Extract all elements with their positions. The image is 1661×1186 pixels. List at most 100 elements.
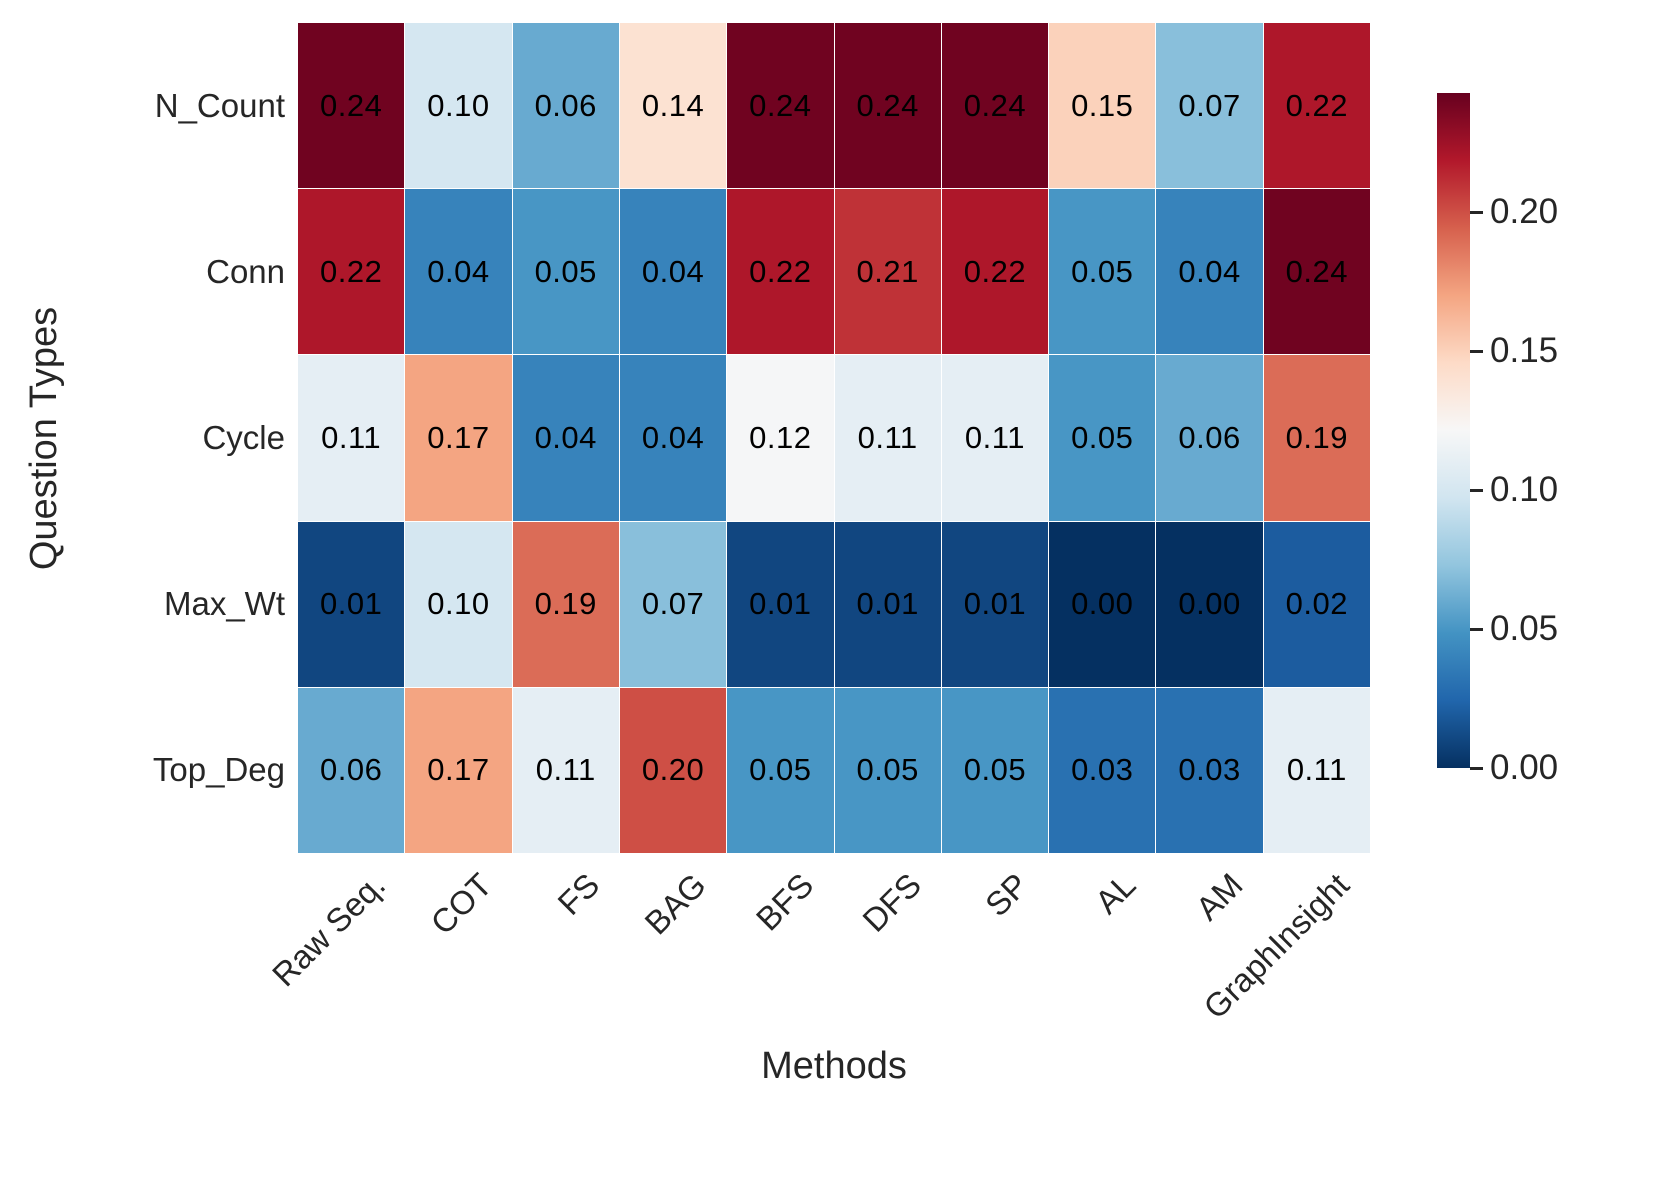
heatmap-cell: 0.06 — [298, 687, 405, 853]
y-tick-labels: N_Count Conn Cycle Max_Wt Top_Deg — [0, 23, 285, 853]
heatmap-cell: 0.24 — [941, 23, 1049, 189]
heatmap-cell-value: 0.19 — [1285, 419, 1349, 455]
heatmap-cell-value: 0.22 — [963, 253, 1027, 289]
heatmap-cell: 0.22 — [1263, 23, 1370, 189]
heatmap-cell-value: 0.04 — [1178, 253, 1241, 289]
heatmap-cell: 0.07 — [619, 521, 727, 687]
heatmap-cell: 0.04 — [512, 355, 619, 521]
heatmap-cell-value: 0.11 — [535, 752, 596, 788]
heatmap-cell-value: 0.19 — [534, 586, 597, 622]
heatmap-cell-value: 0.01 — [856, 586, 919, 622]
heatmap-grid: 0.24 0.10 0.06 0.14 0.24 0.24 0.24 0.15 0.07 0.22… — [298, 23, 1370, 853]
heatmap-cell-value: 0.02 — [1285, 586, 1349, 622]
heatmap-cell: 0.07 — [1156, 23, 1263, 189]
heatmap-cell: 0.11 — [298, 355, 405, 521]
heatmap-cell: 0.10 — [405, 23, 512, 189]
heatmap-cell: 0.20 — [619, 687, 727, 853]
heatmap-cell-value: 0.21 — [856, 253, 919, 289]
heatmap-cell-value: 0.12 — [749, 419, 812, 455]
heatmap-cell: 0.24 — [1263, 189, 1370, 355]
heatmap-cell: 0.24 — [298, 23, 405, 189]
heatmap-cell-value: 0.24 — [319, 87, 383, 123]
heatmap-cell-value: 0.17 — [427, 752, 490, 788]
heatmap-cell: 0.10 — [405, 521, 512, 687]
heatmap-cell: 0.24 — [727, 23, 834, 189]
heatmap-cell: 0.22 — [727, 189, 834, 355]
colorbar-tick-mark — [1470, 210, 1483, 214]
heatmap-cell-value: 0.07 — [641, 586, 705, 622]
heatmap-cell-value: 0.03 — [1071, 752, 1134, 788]
heatmap-cell: 0.06 — [512, 23, 619, 189]
heatmap-cell-value: 0.06 — [319, 752, 383, 788]
heatmap-cell: 0.19 — [512, 521, 619, 687]
heatmap-cell: 0.12 — [727, 355, 834, 521]
heatmap-cell-value: 0.20 — [641, 752, 705, 788]
heatmap-cell-value: 0.05 — [963, 752, 1027, 788]
heatmap-cell: 0.01 — [834, 521, 941, 687]
heatmap-cell-value: 0.22 — [1285, 87, 1349, 123]
x-tick-label: Raw Seq. — [264, 866, 392, 994]
y-tick-label: Conn — [206, 253, 285, 290]
heatmap-cell-value: 0.11 — [1286, 752, 1347, 788]
heatmap-cell-value: 0.24 — [856, 87, 919, 123]
colorbar-tick-mark — [1470, 766, 1483, 770]
heatmap-cell: 0.05 — [727, 687, 834, 853]
heatmap-cell-value: 0.11 — [321, 419, 382, 455]
heatmap-cell: 0.04 — [619, 355, 727, 521]
colorbar-tick-mark — [1470, 349, 1483, 353]
heatmap-cell-value: 0.01 — [963, 586, 1027, 622]
heatmap-cell: 0.24 — [834, 23, 941, 189]
heatmap-cell: 0.00 — [1049, 521, 1156, 687]
heatmap-cell-value: 0.04 — [641, 419, 705, 455]
heatmap-cell-value: 0.05 — [1071, 253, 1134, 289]
x-tick-label: BAG — [637, 866, 714, 942]
heatmap-cell-value: 0.11 — [857, 419, 918, 455]
y-tick-label: N_Count — [154, 87, 285, 124]
colorbar — [1437, 93, 1470, 768]
heatmap-cell-value: 0.05 — [534, 253, 597, 289]
heatmap-cell-value: 0.00 — [1071, 586, 1134, 622]
heatmap-cell: 0.17 — [405, 355, 512, 521]
heatmap-cell: 0.15 — [1049, 23, 1156, 189]
colorbar-tick-label: 0.00 — [1490, 748, 1559, 787]
colorbar-tick-label: 0.10 — [1490, 470, 1559, 510]
x-tick-label: COT — [423, 866, 499, 942]
heatmap-cell-value: 0.04 — [427, 253, 490, 289]
heatmap-cell: 0.11 — [512, 687, 619, 853]
heatmap-cell-value: 0.07 — [1178, 87, 1241, 123]
x-tick-label: DFS — [854, 866, 928, 939]
heatmap-cell-value: 0.05 — [856, 752, 919, 788]
heatmap-cell: 0.14 — [619, 23, 727, 189]
colorbar-tick-mark — [1470, 627, 1483, 631]
colorbar-tick-label: 0.15 — [1490, 331, 1559, 371]
heatmap-cell-value: 0.06 — [1178, 419, 1241, 455]
heatmap-cell: 0.11 — [1263, 687, 1370, 853]
heatmap-cell: 0.11 — [941, 355, 1049, 521]
heatmap-cell: 0.17 — [405, 687, 512, 853]
heatmap-cell: 0.03 — [1049, 687, 1156, 853]
heatmap-cell-value: 0.04 — [534, 419, 597, 455]
heatmap-cell: 0.19 — [1263, 355, 1370, 521]
heatmap-cell-value: 0.24 — [1285, 253, 1349, 289]
heatmap-cell: 0.01 — [727, 521, 834, 687]
x-tick-label: AM — [1188, 866, 1250, 928]
heatmap-cell: 0.01 — [941, 521, 1049, 687]
x-tick-label: SP — [977, 866, 1035, 924]
heatmap-cell-value: 0.14 — [641, 87, 705, 123]
heatmap-cell-value: 0.22 — [319, 253, 383, 289]
heatmap-cell: 0.05 — [512, 189, 619, 355]
heatmap-cell: 0.05 — [1049, 189, 1156, 355]
heatmap-cell-value: 0.01 — [749, 586, 812, 622]
heatmap-cell-value: 0.17 — [427, 419, 490, 455]
heatmap-cell: 0.04 — [405, 189, 512, 355]
heatmap-cell-value: 0.24 — [963, 87, 1027, 123]
heatmap-cell: 0.02 — [1263, 521, 1370, 687]
heatmap-cell: 0.11 — [834, 355, 941, 521]
heatmap-cell-value: 0.10 — [427, 87, 490, 123]
heatmap-cell-value: 0.15 — [1071, 87, 1134, 123]
heatmap-cell-value: 0.04 — [641, 253, 705, 289]
heatmap-cell: 0.04 — [1156, 189, 1263, 355]
heatmap-cell-value: 0.00 — [1178, 586, 1241, 622]
x-tick-label: AL — [1087, 866, 1143, 921]
